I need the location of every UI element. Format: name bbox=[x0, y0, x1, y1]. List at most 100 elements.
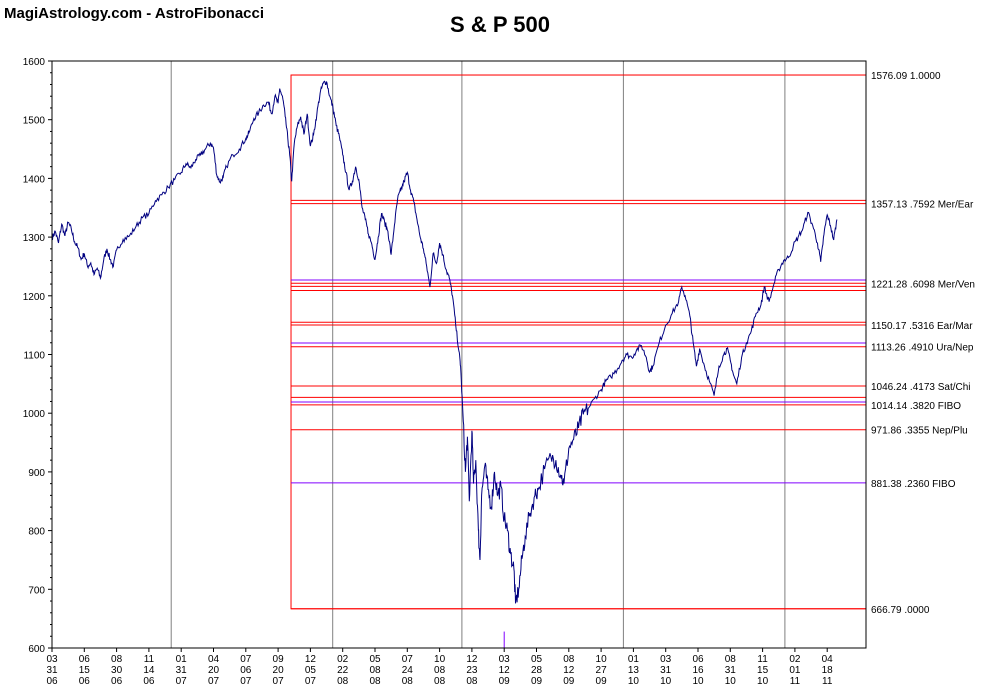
x-tick-label: 12 bbox=[499, 665, 511, 676]
x-tick-label: 01 bbox=[176, 654, 188, 665]
x-tick-label: 02 bbox=[337, 654, 349, 665]
x-tick-label: 08 bbox=[111, 654, 123, 665]
x-tick-label: 23 bbox=[466, 665, 478, 676]
x-tick-label: 10 bbox=[596, 654, 608, 665]
fib-level-label: 1357.13 .7592 Mer/Ear bbox=[871, 200, 974, 211]
x-tick-label: 30 bbox=[111, 665, 123, 676]
x-tick-label: 24 bbox=[402, 665, 414, 676]
x-tick-label: 08 bbox=[563, 654, 575, 665]
x-tick-label: 10 bbox=[692, 676, 704, 687]
x-tick-label: 06 bbox=[79, 676, 91, 687]
x-tick-label: 04 bbox=[822, 654, 834, 665]
x-tick-label: 11 bbox=[757, 654, 768, 665]
fib-level-label: 971.86 .3355 Nep/Plu bbox=[871, 426, 968, 437]
y-tick-label: 1400 bbox=[23, 174, 46, 185]
fib-level-label: 1046.24 .4173 Sat/Chi bbox=[871, 382, 971, 393]
x-tick-label: 07 bbox=[240, 654, 252, 665]
x-tick-label: 10 bbox=[725, 676, 737, 687]
x-tick-label: 31 bbox=[46, 665, 58, 676]
plot-frame bbox=[51, 60, 867, 649]
site-title: MagiAstrology.com - AstroFibonacci bbox=[4, 5, 265, 22]
x-tick-label: 15 bbox=[757, 665, 769, 676]
x-tick-label: 12 bbox=[466, 654, 478, 665]
x-tick-label: 10 bbox=[757, 676, 769, 687]
x-tick-label: 01 bbox=[628, 654, 640, 665]
x-tick-label: 11 bbox=[144, 654, 155, 665]
fib-level-label: 1150.17 .5316 Ear/Mar bbox=[871, 321, 973, 332]
x-tick-label: 09 bbox=[273, 654, 285, 665]
x-tick-label: 08 bbox=[466, 676, 478, 687]
x-tick-label: 18 bbox=[822, 665, 834, 676]
x-tick-label: 08 bbox=[369, 665, 381, 676]
x-tick-label: 02 bbox=[789, 654, 801, 665]
x-tick-label: 14 bbox=[143, 665, 155, 676]
x-tick-label: 15 bbox=[79, 665, 91, 676]
x-tick-label: 09 bbox=[563, 676, 575, 687]
x-tick-label: 16 bbox=[692, 665, 704, 676]
x-tick-label: 09 bbox=[596, 676, 608, 687]
price-series bbox=[51, 80, 838, 604]
x-tick-label: 31 bbox=[660, 665, 672, 676]
fib-level-label: 1014.14 .3820 FIBO bbox=[871, 401, 961, 412]
x-tick-label: 10 bbox=[434, 654, 446, 665]
x-tick-label: 06 bbox=[111, 676, 123, 687]
y-tick-label: 1200 bbox=[23, 292, 46, 303]
x-tick-label: 09 bbox=[499, 676, 511, 687]
y-tick-label: 1000 bbox=[23, 409, 46, 420]
fibonacci-levels bbox=[290, 74, 867, 648]
sp500-price-line bbox=[51, 80, 838, 604]
x-tick-label: 09 bbox=[531, 676, 543, 687]
x-tick-label: 07 bbox=[208, 676, 220, 687]
x-tick-label: 08 bbox=[402, 676, 414, 687]
x-tick-label: 04 bbox=[208, 654, 220, 665]
x-tick-label: 08 bbox=[369, 676, 381, 687]
x-tick-label: 06 bbox=[46, 676, 58, 687]
y-tick-label: 1100 bbox=[23, 351, 45, 362]
x-tick-label: 07 bbox=[240, 676, 252, 687]
x-tick-label: 13 bbox=[628, 665, 640, 676]
x-tick-label: 20 bbox=[208, 665, 220, 676]
x-tick-label: 07 bbox=[176, 676, 188, 687]
x-tick-label: 06 bbox=[143, 676, 155, 687]
x-tick-label: 27 bbox=[596, 665, 608, 676]
x-tick-label: 05 bbox=[305, 665, 317, 676]
gridlines bbox=[170, 61, 786, 648]
x-tick-label: 08 bbox=[434, 665, 446, 676]
x-tick-label: 10 bbox=[660, 676, 672, 687]
y-tick-label: 1500 bbox=[23, 116, 46, 127]
x-tick-label: 31 bbox=[725, 665, 737, 676]
x-tick-label: 28 bbox=[531, 665, 543, 676]
x-tick-label: 12 bbox=[305, 654, 317, 665]
x-tick-label: 05 bbox=[531, 654, 543, 665]
y-tick-label: 1300 bbox=[23, 233, 46, 244]
x-tick-label: 07 bbox=[402, 654, 414, 665]
x-tick-label: 12 bbox=[563, 665, 575, 676]
x-tick-label: 01 bbox=[789, 665, 801, 676]
x-tick-label: 05 bbox=[369, 654, 381, 665]
x-tick-label: 08 bbox=[434, 676, 446, 687]
x-tick-label: 22 bbox=[337, 665, 349, 676]
axes: 600 700 800 900 1000 1100 1200 1300 1400 1500 1600… bbox=[23, 57, 867, 687]
y-tick-label: 600 bbox=[28, 644, 45, 655]
chart-title: S & P 500 bbox=[450, 12, 550, 37]
x-tick-label: 10 bbox=[628, 676, 640, 687]
y-tick-label: 900 bbox=[28, 468, 45, 479]
x-tick-label: 08 bbox=[337, 676, 349, 687]
x-tick-label: 07 bbox=[273, 676, 285, 687]
x-tick-label: 03 bbox=[660, 654, 672, 665]
x-tick-label: 03 bbox=[46, 654, 58, 665]
x-tick-label: 06 bbox=[240, 665, 252, 676]
fib-level-label: 1113.26 .4910 Ura/Nep bbox=[871, 343, 974, 354]
x-tick-label: 03 bbox=[499, 654, 511, 665]
y-tick-label: 1600 bbox=[23, 57, 46, 68]
x-tick-label: 20 bbox=[273, 665, 285, 676]
x-tick-label: 11 bbox=[790, 676, 801, 687]
x-tick-label: 31 bbox=[176, 665, 188, 676]
x-tick-label: 06 bbox=[79, 654, 91, 665]
x-tick-label: 06 bbox=[692, 654, 704, 665]
y-tick-label: 700 bbox=[28, 585, 45, 596]
x-tick-label: 07 bbox=[305, 676, 317, 687]
level-labels: 1576.09 1.0000 1357.13 .7592 Mer/Ear 1221.… bbox=[871, 71, 975, 616]
x-tick-label: 08 bbox=[725, 654, 737, 665]
y-tick-label: 800 bbox=[28, 527, 45, 538]
